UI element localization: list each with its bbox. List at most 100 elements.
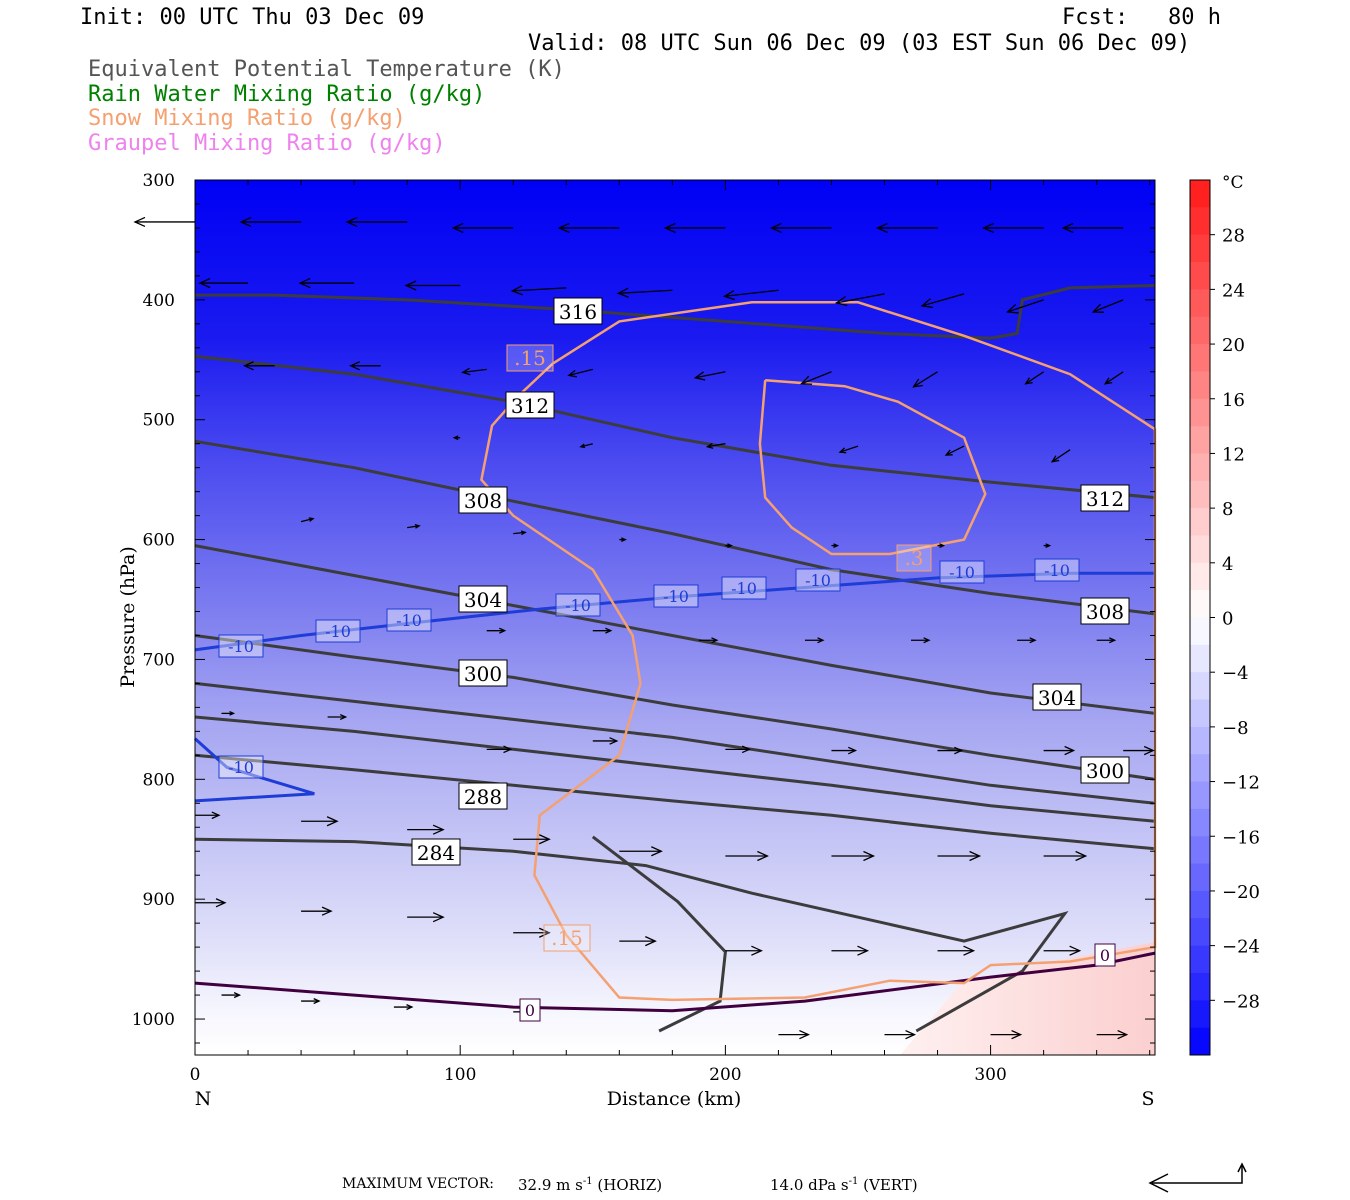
wind-vector [884, 1029, 917, 1040]
snow-label: .3 [904, 546, 923, 570]
legend-snow: Snow Mixing Ratio (g/kg) [88, 106, 406, 131]
theta-e-label: 312 [511, 394, 549, 418]
colorbar-swatch [1190, 316, 1210, 345]
wind-vector [327, 713, 348, 721]
wind-vector [195, 811, 221, 820]
theta-e-contour [194, 681, 1156, 805]
wind-vector [301, 998, 321, 1005]
x-end-label-left: N [195, 1088, 212, 1110]
wind-vector [663, 222, 726, 234]
wind-vector [937, 746, 964, 755]
vert-value: 14.0 dPa s [770, 1176, 849, 1194]
colorbar-swatch [1190, 781, 1210, 810]
wind-vector [1050, 449, 1071, 463]
colorbar-swatch [1190, 180, 1210, 208]
x-tick-label: 0 [190, 1065, 201, 1085]
colorbar-swatch [1190, 234, 1210, 263]
y-tick-label: 300 [143, 171, 175, 191]
wind-vector [579, 443, 593, 449]
colorbar-tick-label: −20 [1222, 882, 1260, 903]
temperature-label: -10 [228, 758, 254, 777]
wind-vector [510, 285, 567, 296]
wind-vector [834, 293, 885, 307]
colorbar-swatch [1190, 453, 1210, 482]
wind-vector [722, 289, 779, 301]
wind-vector [1061, 222, 1124, 234]
colorbar-swatch [1190, 918, 1210, 947]
zero-label: 0 [1100, 946, 1110, 965]
wind-vector [195, 898, 227, 908]
temperature-label: -10 [731, 579, 757, 598]
theta-e-contour [194, 715, 1156, 823]
temperature-label-box [795, 568, 841, 592]
temperature-label: -10 [325, 622, 351, 641]
horiz-unit: (HORIZ) [597, 1176, 663, 1194]
wind-vector [133, 216, 195, 228]
temperature-label-box [653, 584, 699, 608]
wind-vector [349, 361, 381, 371]
valid-time: Valid: 08 UTC Sun 06 Dec 09 (03 EST Sun … [528, 31, 1191, 56]
wind-vector [1096, 1029, 1129, 1040]
wind-vector [239, 216, 302, 228]
vert-vector-readout: 14.0 dPa s-1 (VERT) [770, 1176, 918, 1194]
x-end-label-right: S [1141, 1088, 1154, 1110]
colorbar-swatch [1190, 808, 1210, 837]
snow-contour [480, 301, 1157, 1002]
theta-e-contour [194, 753, 1156, 851]
wind-vector [298, 277, 355, 289]
y-axis-label: Pressure (hPa) [117, 546, 139, 688]
colorbar-swatch [1190, 699, 1210, 728]
wind-vector [592, 737, 619, 745]
wind-vector [407, 912, 445, 923]
plot-frame [194, 179, 1156, 1056]
theta-e-label-box [1080, 597, 1130, 625]
colorbar-swatch [1190, 836, 1210, 865]
theta-e-label: 288 [464, 785, 502, 809]
wind-vector [778, 1029, 811, 1040]
init-time: Init: 00 UTC Thu 03 Dec 09 [80, 5, 425, 30]
zero-label-box [1094, 943, 1116, 967]
colorbar-tick-label: 20 [1222, 335, 1245, 356]
colorbar-tick-label: 0 [1222, 609, 1233, 630]
theta-e-label-box [458, 486, 508, 514]
wind-vector [407, 824, 445, 835]
wind-vector [592, 627, 613, 634]
temperature-label: -10 [228, 637, 254, 656]
theta-e-contour [194, 354, 1156, 500]
colorbar-swatch [1190, 562, 1210, 591]
colorbar-swatch [1190, 863, 1210, 892]
wind-vector [937, 945, 976, 956]
colorbar-tick-label: −16 [1222, 827, 1260, 848]
colorbar-swatch [1190, 890, 1210, 919]
wind-vectors [133, 216, 1155, 1040]
wind-vector [486, 745, 513, 754]
theta-e-label: 284 [417, 841, 455, 865]
theta-e-label: 300 [464, 662, 502, 686]
y-tick-label: 600 [143, 531, 175, 551]
max-vector-label: MAXIMUM VECTOR: [342, 1176, 494, 1192]
wind-vector [1017, 637, 1037, 644]
wind-vector [513, 927, 551, 938]
x-axis-label: Distance (km) [607, 1088, 742, 1110]
colorbar: 28 24 20 16 12 8 4 0 −4 −8 −12 −16 −20 −24 −28 [1189, 179, 1260, 1056]
theta-e-contour [194, 439, 1156, 616]
temperature-label-box [1034, 558, 1080, 582]
theta-e-label-box [1080, 484, 1130, 512]
colorbar-swatch [1190, 262, 1210, 290]
snow-label: .15 [514, 346, 546, 370]
colorbar-swatch [1190, 398, 1210, 427]
wind-vector [1091, 299, 1124, 313]
horiz-vector-readout: 32.9 m s-1 (HORIZ) [518, 1176, 662, 1194]
wind-vector [912, 371, 938, 388]
wind-vector [831, 850, 876, 862]
wind-vector [1096, 637, 1117, 644]
wind-vector [693, 371, 726, 381]
theta-e-contour [195, 284, 1156, 340]
wind-vector [513, 834, 551, 845]
vert-unit: (VERT) [863, 1176, 918, 1194]
colorbar-tick-label: 16 [1222, 390, 1245, 411]
wind-vector [616, 287, 673, 298]
colorbar-tick-label: −4 [1222, 663, 1249, 684]
wind-vector [920, 293, 965, 309]
temperature-label: -10 [1044, 561, 1070, 580]
